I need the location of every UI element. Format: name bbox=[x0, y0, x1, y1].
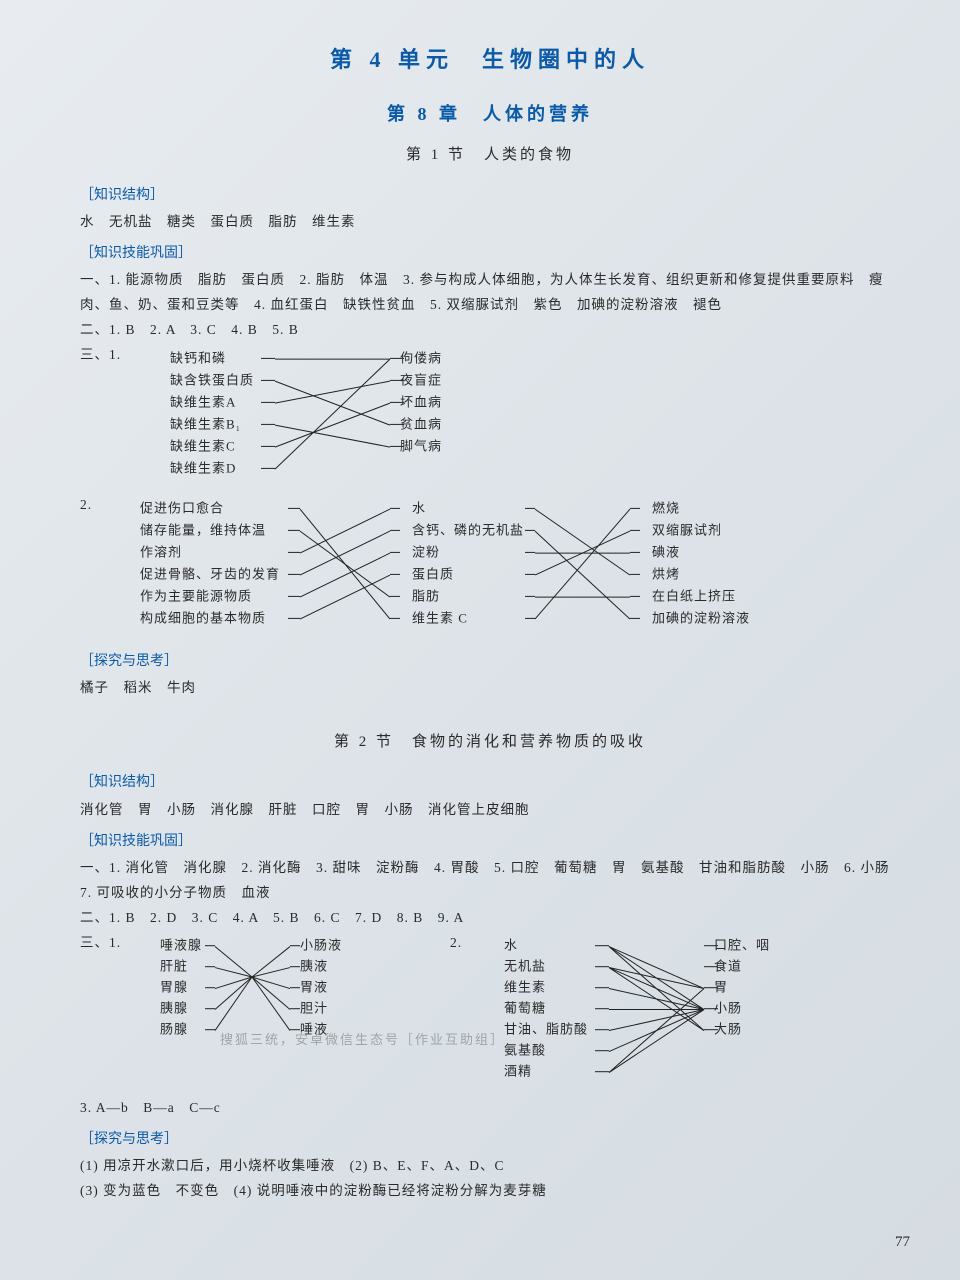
svg-text:氨基酸: 氨基酸 bbox=[504, 1042, 546, 1057]
svg-text:碘液: 碘液 bbox=[652, 545, 680, 560]
diagram-3: 唾液腺肝脏胃腺胰腺肠腺小肠液胰液胃液胆汁唾液 bbox=[160, 935, 410, 1088]
svg-text:大肠: 大肠 bbox=[714, 1021, 742, 1036]
svg-text:缺维生素B₁: 缺维生素B₁ bbox=[170, 417, 241, 432]
svg-text:双缩脲试剂: 双缩脲试剂 bbox=[652, 523, 722, 538]
s1-structure-text: 水 无机盐 糖类 蛋白质 脂肪 维生素 bbox=[80, 210, 900, 235]
label-structure-1: ［知识结构］ bbox=[80, 183, 900, 208]
svg-text:酒精: 酒精 bbox=[504, 1063, 532, 1078]
svg-text:肠腺: 肠腺 bbox=[160, 1021, 188, 1036]
svg-text:构成细胞的基本物质: 构成细胞的基本物质 bbox=[140, 611, 266, 626]
s2-skills-p1: 一、1. 消化管 消化腺 2. 消化酶 3. 甜味 淀粉酶 4. 胃酸 5. 口… bbox=[80, 856, 900, 906]
s2-q3-prefix: 三、1. bbox=[80, 931, 130, 1096]
svg-text:胃腺: 胃腺 bbox=[160, 979, 188, 994]
label-skills-1: ［知识技能巩固］ bbox=[80, 241, 900, 266]
s2-explore-l1: (1) 用凉开水漱口后，用小烧杯收集唾液 (2) B、E、F、A、D、C bbox=[80, 1154, 900, 1179]
svg-text:作溶剂: 作溶剂 bbox=[140, 545, 182, 560]
svg-text:葡萄糖: 葡萄糖 bbox=[504, 1000, 546, 1015]
svg-text:肝脏: 肝脏 bbox=[160, 958, 188, 973]
diagram-4: 水无机盐维生素葡萄糖甘油、脂肪酸氨基酸酒精 口腔、咽食道胃小肠大肠 bbox=[504, 935, 854, 1088]
s1-skills-p2: 二、1. B 2. A 3. C 4. B 5. B bbox=[80, 318, 900, 343]
svg-text:坏血病: 坏血病 bbox=[400, 395, 442, 410]
svg-text:储存能量，维持体温: 储存能量，维持体温 bbox=[140, 523, 266, 538]
svg-text:缺含铁蛋白质: 缺含铁蛋白质 bbox=[170, 373, 254, 388]
svg-text:缺维生素C: 缺维生素C bbox=[170, 439, 236, 454]
s1-skills-p1: 一、1. 能源物质 脂肪 蛋白质 2. 脂肪 体温 3. 参与构成人体细胞，为人… bbox=[80, 268, 900, 318]
svg-text:无机盐: 无机盐 bbox=[504, 958, 546, 973]
section2-title: 第 2 节 食物的消化和营养物质的吸收 bbox=[80, 729, 900, 756]
label-explore-2: ［探究与思考］ bbox=[80, 1127, 900, 1152]
s1-explore-text: 橘子 稻米 牛肉 bbox=[80, 676, 900, 701]
svg-text:胰液: 胰液 bbox=[300, 958, 328, 973]
label-explore-1: ［探究与思考］ bbox=[80, 649, 900, 674]
svg-text:在白纸上挤压: 在白纸上挤压 bbox=[652, 589, 736, 604]
s2-explore-l2: (3) 变为蓝色 不变色 (4) 说明唾液中的淀粉酶已经将淀粉分解为麦芽糖 bbox=[80, 1179, 900, 1204]
svg-text:脚气病: 脚气病 bbox=[400, 439, 442, 454]
svg-text:甘油、脂肪酸: 甘油、脂肪酸 bbox=[504, 1021, 588, 1036]
watermark: 搜狐三统，安卓微信生态号［作业互助组］ bbox=[220, 1028, 505, 1051]
svg-text:缺钙和磷: 缺钙和磷 bbox=[170, 351, 226, 366]
svg-text:水: 水 bbox=[504, 937, 518, 952]
s1-q3-prefix: 三、1. bbox=[80, 343, 140, 493]
s2-q2b-prefix: 2. bbox=[450, 931, 474, 1096]
svg-text:胰腺: 胰腺 bbox=[160, 1000, 188, 1015]
svg-text:淀粉: 淀粉 bbox=[412, 545, 440, 560]
svg-text:胃液: 胃液 bbox=[300, 979, 328, 994]
svg-text:夜盲症: 夜盲症 bbox=[400, 373, 442, 388]
svg-text:含钙、磷的无机盐: 含钙、磷的无机盐 bbox=[412, 523, 524, 538]
svg-text:维生素: 维生素 bbox=[504, 979, 546, 994]
svg-text:缺维生素D: 缺维生素D bbox=[170, 461, 236, 476]
s2-q3-text: 3. A—b B—a C—c bbox=[80, 1096, 900, 1121]
svg-text:促进骨骼、牙齿的发育: 促进骨骼、牙齿的发育 bbox=[140, 567, 280, 582]
svg-text:胆汁: 胆汁 bbox=[300, 1000, 328, 1015]
page-number: 77 bbox=[895, 1229, 910, 1256]
svg-text:促进伤口愈合: 促进伤口愈合 bbox=[140, 501, 224, 516]
diagram-1: 缺钙和磷缺含铁蛋白质缺维生素A 缺维生素B₁ 缺维生素C 缺维生素D 佝偻病夜盲症坏血病… bbox=[170, 347, 540, 485]
svg-text:缺维生素A: 缺维生素A bbox=[170, 395, 236, 410]
svg-text:蛋白质: 蛋白质 bbox=[412, 567, 454, 582]
svg-text:脂肪: 脂肪 bbox=[412, 589, 440, 604]
section1-title: 第 1 节 人类的食物 bbox=[80, 142, 900, 169]
diagram-2: 促进伤口愈合储存能量，维持体温作溶剂促进骨骼、牙齿的发育作为主要能源物质构成细胞… bbox=[140, 497, 810, 635]
svg-text:食道: 食道 bbox=[714, 958, 742, 973]
unit-title: 第 4 单元 生物圈中的人 bbox=[80, 40, 900, 80]
svg-text:佝偻病: 佝偻病 bbox=[400, 351, 442, 366]
chapter-title: 第 8 章 人体的营养 bbox=[80, 98, 900, 130]
label-structure-2: ［知识结构］ bbox=[80, 770, 900, 795]
svg-text:作为主要能源物质: 作为主要能源物质 bbox=[140, 589, 252, 604]
label-skills-2: ［知识技能巩固］ bbox=[80, 829, 900, 854]
svg-text:胃: 胃 bbox=[714, 979, 728, 994]
svg-text:小肠液: 小肠液 bbox=[300, 937, 342, 952]
svg-text:贫血病: 贫血病 bbox=[400, 417, 442, 432]
svg-text:口腔、咽: 口腔、咽 bbox=[714, 937, 770, 952]
svg-text:小肠: 小肠 bbox=[714, 1000, 742, 1015]
svg-text:水: 水 bbox=[412, 501, 426, 516]
s2-skills-p2: 二、1. B 2. D 3. C 4. A 5. B 6. C 7. D 8. … bbox=[80, 906, 900, 931]
svg-text:烘烤: 烘烤 bbox=[652, 567, 680, 582]
svg-text:加碘的淀粉溶液: 加碘的淀粉溶液 bbox=[652, 611, 750, 626]
svg-text:维生素 C: 维生素 C bbox=[412, 611, 468, 626]
s2-structure-text: 消化管 胃 小肠 消化腺 肝脏 口腔 胃 小肠 消化管上皮细胞 bbox=[80, 798, 900, 823]
s1-q2-prefix: 2. bbox=[80, 493, 110, 643]
svg-text:唾液腺: 唾液腺 bbox=[160, 937, 202, 952]
svg-text:燃烧: 燃烧 bbox=[652, 501, 680, 516]
